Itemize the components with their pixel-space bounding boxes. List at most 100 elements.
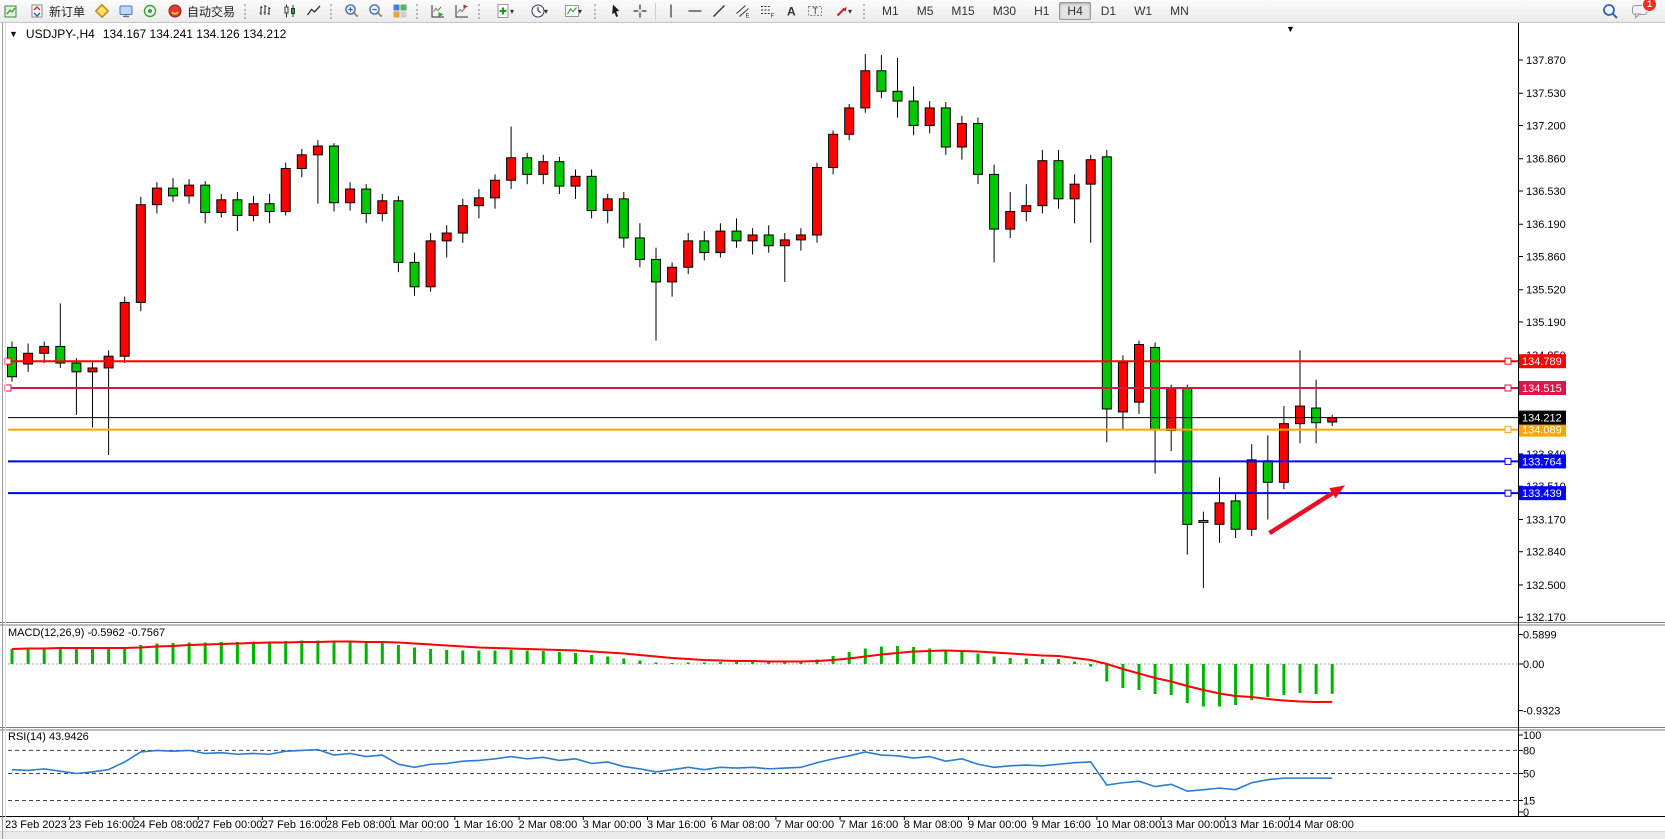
auto-scroll-icon[interactable] (426, 1, 450, 21)
window-bottom-strip (0, 831, 1665, 839)
new-order-label: 新订单 (49, 4, 86, 19)
svg-text:7 Mar 00:00: 7 Mar 00:00 (775, 819, 834, 831)
tf-M1[interactable]: M1 (882, 4, 899, 18)
toolbar-right: 1 (1602, 0, 1665, 20)
auto-trading-button[interactable]: 自动交易 (162, 2, 240, 21)
chart-dropdown-arrow[interactable]: ▼ (1286, 24, 1295, 34)
indicators-button[interactable]: ▾ (488, 1, 522, 21)
vertical-line-tool[interactable] (659, 1, 683, 21)
cursor-icon (612, 4, 620, 17)
toolbar-grip (863, 3, 868, 19)
svg-text:-0.9323: -0.9323 (1523, 706, 1560, 718)
rsi-indicator-label: RSI(14) 43.9426 (8, 731, 89, 743)
new-order-button[interactable]: 新订单 (24, 2, 90, 21)
new-order-icon (31, 4, 43, 18)
periods-button[interactable]: ▾ (522, 1, 556, 21)
svg-text:F: F (771, 14, 775, 20)
svg-text:100: 100 (1523, 730, 1541, 742)
dropdown-caret: ▾ (848, 6, 853, 16)
svg-text:23 Feb 16:00: 23 Feb 16:00 (69, 819, 134, 831)
templates-button[interactable]: ▾ (556, 1, 590, 21)
svg-text:134.515: 134.515 (1522, 383, 1562, 395)
cursor-tool[interactable] (604, 1, 628, 21)
chart-title: ▼ USDJPY-,H4 134.167 134.241 134.126 134… (9, 27, 286, 41)
tile-windows-icon[interactable] (388, 1, 412, 21)
svg-text:133.170: 133.170 (1526, 514, 1566, 526)
svg-text:9 Mar 16:00: 9 Mar 16:00 (1032, 819, 1091, 831)
svg-text:137.870: 137.870 (1526, 55, 1566, 67)
tf-W1[interactable]: W1 (1134, 4, 1153, 18)
svg-text:50: 50 (1523, 769, 1535, 781)
text-label-icon: T (808, 6, 823, 16)
chart-window-icon[interactable] (0, 1, 24, 21)
candles-layer (7, 54, 1338, 588)
svg-text:135.860: 135.860 (1526, 251, 1566, 263)
line-chart-icon[interactable] (302, 1, 326, 21)
hline-133.439[interactable] (8, 489, 1518, 497)
arrows-tool[interactable]: ▾ (827, 1, 859, 21)
tf-D1[interactable]: D1 (1100, 4, 1117, 18)
auto-trading-icon (168, 4, 182, 18)
search-icon[interactable] (1602, 3, 1619, 20)
zoom-out-icon[interactable] (364, 1, 388, 21)
chart-ohlc-values: 134.167 134.241 134.126 134.212 (102, 27, 287, 41)
svg-text:23 Feb 2023: 23 Feb 2023 (5, 819, 67, 831)
notifications-button[interactable]: 1 (1631, 0, 1657, 19)
svg-text:0.00: 0.00 (1523, 659, 1544, 671)
notification-badge: 1 (1642, 0, 1657, 12)
svg-text:6 Mar 08:00: 6 Mar 08:00 (711, 819, 770, 831)
svg-text:132.170: 132.170 (1526, 612, 1566, 624)
crosshair-tool[interactable] (628, 1, 652, 21)
vertical-line-icon (670, 4, 672, 18)
svg-text:9 Mar 00:00: 9 Mar 00:00 (968, 819, 1027, 831)
svg-text:T: T (813, 6, 819, 16)
tf-MN[interactable]: MN (1170, 4, 1189, 18)
candlestick-chart-icon[interactable] (278, 1, 302, 21)
tf-M15[interactable]: M15 (951, 4, 975, 18)
bar-chart-icon[interactable] (254, 1, 278, 21)
toolbar-grip (594, 3, 599, 19)
channel-tool[interactable]: E (731, 1, 755, 21)
fibonacci-icon: F (761, 6, 775, 20)
horizontal-line-tool[interactable] (683, 1, 707, 21)
hline-133.764[interactable] (8, 457, 1518, 465)
text-label-tool[interactable]: T (803, 1, 827, 21)
toolbar: 新订单 自动交易 ▾ ▾ (0, 0, 1665, 23)
tf-H1[interactable]: H1 (1034, 4, 1050, 18)
terminal-icon[interactable] (114, 1, 138, 21)
svg-text:15: 15 (1523, 795, 1535, 807)
signals-icon[interactable] (138, 1, 162, 21)
text-tool[interactable]: A (779, 1, 803, 21)
svg-text:0: 0 (1523, 807, 1529, 819)
svg-text:132.500: 132.500 (1526, 580, 1566, 592)
fibonacci-tool[interactable]: F (755, 1, 779, 21)
tf-H4[interactable]: H4 (1059, 2, 1091, 20)
tf-M5[interactable]: M5 (916, 4, 934, 18)
hline-134.089[interactable] (8, 426, 1518, 434)
chart-collapse-arrow[interactable]: ▼ (9, 29, 18, 39)
trend-arrow-annotation[interactable] (1268, 485, 1346, 536)
equidistant-channel-icon: E (736, 5, 750, 19)
svg-text:133.439: 133.439 (1522, 488, 1562, 500)
trendline-tool[interactable] (707, 1, 731, 21)
svg-text:3 Mar 00:00: 3 Mar 00:00 (583, 819, 642, 831)
macd-indicator-label: MACD(12,26,9) -0.5962 -0.7567 (8, 627, 166, 639)
tf-M30[interactable]: M30 (992, 4, 1017, 18)
svg-text:A: A (787, 5, 796, 19)
chart-symbol-period: USDJPY-,H4 (25, 27, 95, 41)
gold-diamond-icon[interactable] (90, 1, 114, 21)
dropdown-caret: ▾ (510, 6, 515, 16)
svg-text:14 Mar 08:00: 14 Mar 08:00 (1289, 819, 1354, 831)
auto-trading-label: 自动交易 (187, 4, 236, 19)
svg-text:13 Mar 16:00: 13 Mar 16:00 (1225, 819, 1290, 831)
svg-text:1 Mar 00:00: 1 Mar 00:00 (390, 819, 449, 831)
window-left-border (2, 23, 3, 839)
svg-text:134.212: 134.212 (1522, 413, 1562, 425)
svg-text:3 Mar 16:00: 3 Mar 16:00 (647, 819, 706, 831)
svg-text:13 Mar 00:00: 13 Mar 00:00 (1161, 819, 1226, 831)
chart-shift-icon[interactable] (450, 1, 474, 21)
zoom-in-icon[interactable] (340, 1, 364, 21)
toolbar-grip (330, 3, 335, 19)
arrow-shapes-icon (836, 6, 847, 17)
